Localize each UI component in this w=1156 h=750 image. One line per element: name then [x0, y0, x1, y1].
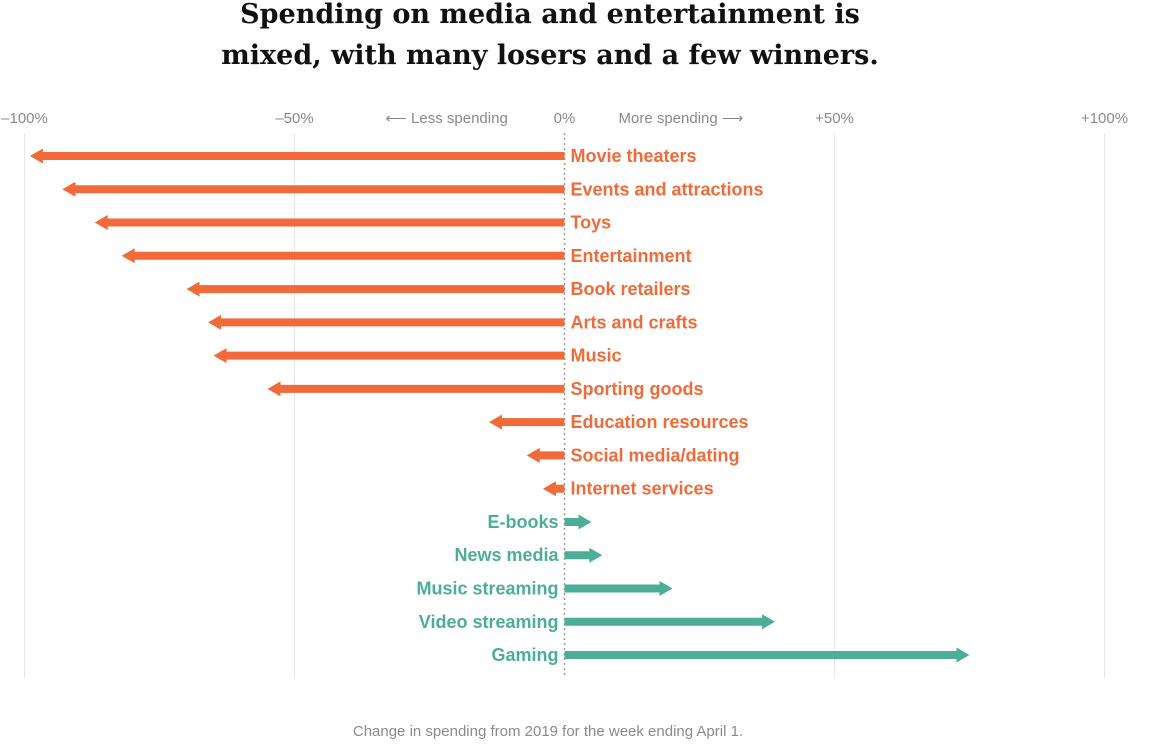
- bar-arrow: [564, 581, 673, 597]
- category-label: Gaming: [491, 645, 558, 665]
- chart-caption: Change in spending from 2019 for the wee…: [352, 723, 744, 740]
- chart-title: Spending on media and entertainment is m…: [0, 0, 1100, 76]
- bar-arrow: [564, 547, 603, 563]
- bar-arrow: [267, 381, 565, 397]
- bar-arrow: [564, 647, 970, 663]
- more-spending-label: More spending ⟶: [619, 110, 744, 127]
- x-tick-label: +100%: [1081, 110, 1128, 127]
- category-label: Music streaming: [416, 579, 558, 599]
- category-label: Movie theaters: [571, 146, 697, 166]
- category-label: Sporting goods: [571, 379, 704, 399]
- title-line-1: Spending on media and entertainment is: [240, 0, 860, 30]
- x-tick-label: 0%: [554, 110, 576, 127]
- x-tick-label: +50%: [815, 110, 854, 127]
- bar-arrow: [62, 181, 565, 197]
- bar-arrow: [94, 215, 565, 231]
- category-label: Events and attractions: [571, 179, 764, 199]
- bar-arrow: [564, 514, 592, 530]
- bar-arrow: [526, 447, 565, 463]
- bar-arrow: [29, 148, 565, 164]
- category-label: E-books: [487, 512, 558, 532]
- category-label: News media: [454, 545, 559, 565]
- bar-arrow: [208, 314, 565, 330]
- category-label: Music: [571, 346, 622, 366]
- category-label: Book retailers: [571, 279, 691, 299]
- bar-arrow: [213, 348, 565, 364]
- category-label: Video streaming: [419, 612, 559, 632]
- category-label: Toys: [571, 213, 612, 233]
- category-label: Internet services: [571, 479, 714, 499]
- bar-arrow: [564, 614, 776, 630]
- bar-arrow: [542, 481, 565, 497]
- category-label: Entertainment: [571, 246, 692, 266]
- x-tick-label: –100%: [1, 110, 48, 127]
- category-label: Social media/dating: [571, 445, 740, 465]
- bar-arrow: [121, 248, 565, 264]
- chart: –100% –50% 0% +50% +100% ⟵ Less spending More …: [1, 110, 1128, 678]
- category-label: Education resources: [571, 412, 749, 432]
- title-line-2: mixed, with many losers and a few winner…: [221, 40, 879, 71]
- bar-arrow: [488, 414, 565, 430]
- less-spending-label: ⟵ Less spending: [385, 110, 507, 127]
- bar-arrow: [186, 281, 565, 297]
- category-label: Arts and crafts: [571, 312, 698, 332]
- x-tick-label: –50%: [275, 110, 313, 127]
